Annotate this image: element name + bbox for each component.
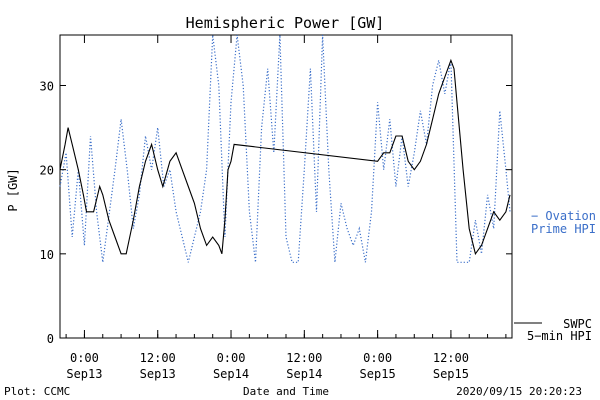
y-tick-label: 20 — [40, 164, 54, 178]
legend-ovation-line1: − Ovation — [531, 209, 596, 223]
plot-area — [59, 34, 513, 339]
x-tick-time-label: 12:00 — [433, 351, 469, 365]
series-line-swpc — [59, 58, 511, 256]
y-tick-label: 30 — [40, 80, 54, 94]
series-line-ovation — [59, 34, 511, 263]
series-layer — [59, 34, 511, 263]
x-tick-date-label: Sep14 — [286, 367, 322, 381]
plot-frame — [59, 34, 513, 339]
x-tick-time-label: 12:00 — [140, 351, 176, 365]
legend-swpc: SWPC 5−min HPI — [514, 317, 592, 343]
x-tick-date-label: Sep15 — [433, 367, 469, 381]
legend-swpc-line2: 5−min HPI — [527, 329, 592, 343]
chart-title: Hemispheric Power [GW] — [186, 14, 385, 32]
x-tick-time-label: 0:00 — [217, 351, 246, 365]
y-tick-label: 10 — [40, 248, 54, 262]
footer-left-label: Plot: CCMC — [4, 385, 70, 398]
legend-ovation: − Ovation Prime HPI — [531, 209, 596, 236]
legend-swpc-line1: SWPC — [563, 317, 592, 331]
x-tick-date-label: Sep15 — [360, 367, 396, 381]
x-tick-time-label: 0:00 — [363, 351, 392, 365]
x-tick-date-label: Sep13 — [140, 367, 176, 381]
y-tick-label: 0 — [47, 332, 54, 346]
footer-timestamp: 2020/09/15 20:20:23 — [456, 385, 582, 398]
x-tick-date-label: Sep14 — [213, 367, 249, 381]
y-axis-label: P [GW] — [6, 168, 20, 211]
legend-ovation-line2: Prime HPI — [531, 222, 596, 236]
x-axis-label: Date and Time — [243, 385, 329, 398]
x-tick-time-label: 0:00 — [70, 351, 99, 365]
x-tick-date-label: Sep13 — [66, 367, 102, 381]
x-tick-time-label: 12:00 — [286, 351, 322, 365]
axis-layer: 0 10 20 30 0:00 Sep13 12:00 Sep13 0:00 Sep14 12:00… — [40, 35, 512, 381]
